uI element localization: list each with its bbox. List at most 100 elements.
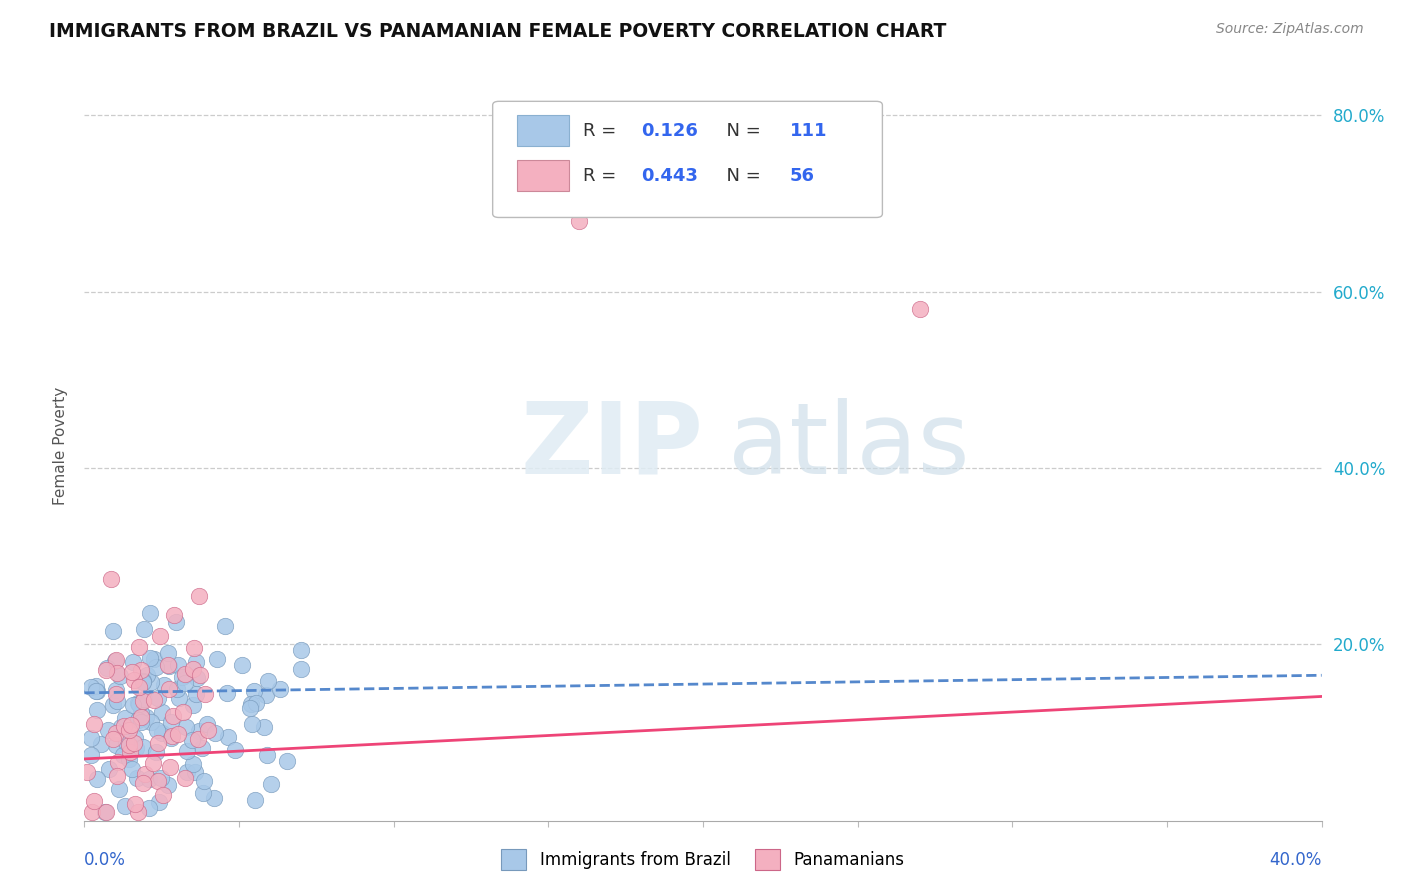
Point	[195, 717, 218, 731]
Point	[107, 782, 129, 797]
Point	[181, 756, 204, 771]
Point	[132, 675, 155, 690]
Point	[173, 676, 195, 690]
Point	[231, 657, 253, 672]
Point	[260, 777, 283, 791]
Point	[104, 725, 127, 739]
Point	[122, 736, 145, 750]
Point	[166, 727, 188, 741]
Point	[83, 716, 105, 731]
Point	[159, 760, 181, 774]
Point	[243, 793, 266, 807]
Point	[214, 619, 236, 633]
Point	[172, 670, 194, 684]
Y-axis label: Female Poverty: Female Poverty	[52, 387, 67, 505]
Point	[184, 764, 207, 779]
Point	[104, 653, 127, 667]
Point	[80, 805, 103, 819]
Point	[84, 684, 107, 698]
Point	[172, 706, 194, 720]
Point	[217, 730, 239, 744]
Point	[86, 683, 108, 698]
Point	[167, 657, 190, 672]
Point	[160, 714, 183, 729]
Point	[120, 718, 142, 732]
Point	[157, 682, 180, 697]
Point	[145, 745, 167, 759]
Point	[105, 694, 128, 708]
Point	[104, 739, 127, 753]
Point	[191, 740, 214, 755]
Point	[157, 658, 180, 673]
Point	[79, 747, 101, 762]
Point	[124, 797, 146, 811]
Point	[84, 679, 107, 693]
Point	[215, 686, 238, 700]
Point	[121, 762, 143, 776]
Point	[188, 589, 211, 603]
Point	[111, 747, 134, 762]
Point	[162, 708, 184, 723]
Point	[239, 701, 262, 715]
Text: Source: ZipAtlas.com: Source: ZipAtlas.com	[1216, 22, 1364, 37]
Point	[105, 666, 128, 681]
Point	[93, 805, 115, 819]
Point	[134, 767, 156, 781]
Point	[167, 691, 190, 706]
Point	[257, 673, 280, 688]
Point	[256, 748, 278, 763]
Point	[98, 762, 121, 776]
Point	[101, 624, 124, 638]
Text: N =: N =	[716, 167, 766, 185]
Point	[165, 615, 187, 629]
Point	[132, 673, 155, 688]
Text: 0.0%: 0.0%	[84, 851, 127, 869]
Point	[149, 771, 172, 785]
Point	[245, 696, 267, 710]
Point	[254, 688, 277, 702]
Point	[243, 684, 266, 698]
Text: 0.443: 0.443	[641, 167, 697, 185]
Point	[132, 693, 155, 707]
Point	[142, 652, 165, 666]
Point	[240, 716, 263, 731]
Point	[128, 640, 150, 654]
Point	[97, 723, 120, 737]
Point	[197, 723, 219, 737]
Text: 56: 56	[790, 167, 814, 185]
Point	[83, 794, 105, 808]
Point	[118, 745, 141, 759]
Point	[152, 678, 174, 692]
Point	[193, 774, 215, 789]
Point	[174, 719, 197, 733]
Point	[129, 714, 152, 729]
Point	[160, 731, 183, 745]
Point	[79, 731, 101, 745]
Point	[108, 668, 131, 682]
Point	[128, 697, 150, 711]
Point	[205, 651, 228, 665]
Point	[290, 643, 312, 657]
Point	[128, 680, 150, 694]
Point	[194, 687, 217, 701]
Point	[138, 800, 160, 814]
Point	[121, 665, 143, 679]
Point	[105, 769, 128, 783]
Point	[174, 668, 197, 682]
Point	[90, 737, 112, 751]
Point	[135, 668, 157, 682]
Point	[253, 720, 276, 734]
Point	[191, 786, 214, 800]
Point	[96, 663, 118, 677]
Text: N =: N =	[716, 121, 766, 139]
Point	[135, 710, 157, 724]
Point	[105, 687, 128, 701]
Point	[166, 682, 188, 697]
Point	[94, 805, 117, 819]
Text: R =: R =	[583, 121, 621, 139]
Point	[163, 607, 186, 622]
FancyBboxPatch shape	[517, 160, 569, 191]
Point	[152, 788, 174, 802]
Point	[132, 776, 155, 790]
Point	[142, 756, 165, 770]
